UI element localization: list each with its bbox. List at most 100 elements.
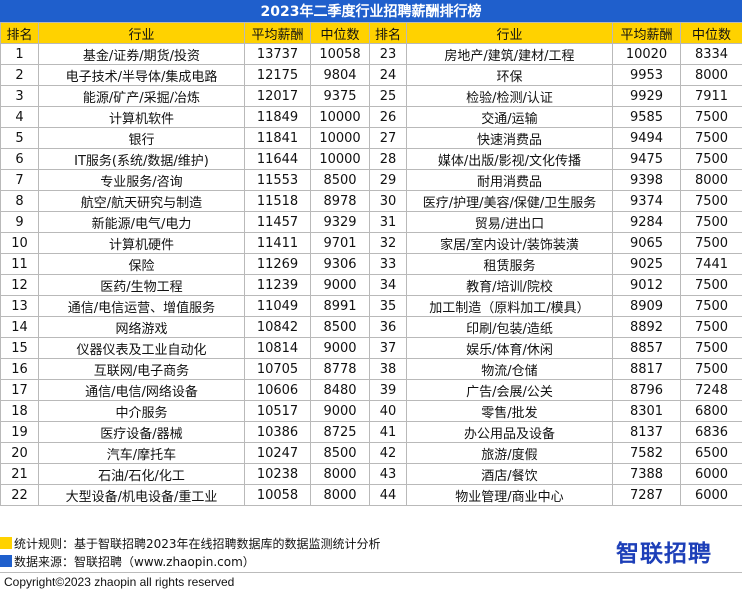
industry-cell: 仪器仪表及工业自动化 [38, 337, 245, 359]
median-cell: 8334 [680, 43, 742, 65]
avg-salary-cell: 10238 [244, 463, 311, 485]
avg-salary-cell: 8909 [612, 295, 681, 317]
rank-cell: 14 [0, 316, 39, 338]
industry-cell: 娱乐/体育/休闲 [406, 337, 613, 359]
rank-cell: 21 [0, 463, 39, 485]
industry-cell: 通信/电信/网络设备 [38, 379, 245, 401]
median-cell: 7911 [680, 85, 742, 107]
avg-salary-cell: 8137 [612, 421, 681, 443]
median-cell: 7500 [680, 295, 742, 317]
industry-cell: 加工制造（原料加工/模具） [406, 295, 613, 317]
industry-cell: 能源/矿产/采掘/冶炼 [38, 85, 245, 107]
median-cell: 7500 [680, 337, 742, 359]
table-row: 5 银行 11841 10000 27 快速消费品 9494 7500 [0, 127, 742, 149]
rank-cell: 37 [369, 337, 407, 359]
median-cell: 7500 [680, 148, 742, 170]
avg-salary-cell: 10386 [244, 421, 311, 443]
table-row: 11 保险 11269 9306 33 租赁服务 9025 7441 [0, 253, 742, 275]
industry-cell: 保险 [38, 253, 245, 275]
industry-cell: 电子技术/半导体/集成电路 [38, 64, 245, 86]
header-industry: 行业 [38, 22, 245, 44]
industry-cell: 专业服务/咨询 [38, 169, 245, 191]
industry-cell: 贸易/进出口 [406, 211, 613, 233]
median-cell: 8480 [310, 379, 370, 401]
rank-cell: 12 [0, 274, 39, 296]
rank-cell: 36 [369, 316, 407, 338]
table-row: 21 石油/石化/化工 10238 8000 43 酒店/餐饮 7388 6000 [0, 463, 742, 485]
industry-cell: 物流/仓储 [406, 358, 613, 380]
table-row: 17 通信/电信/网络设备 10606 8480 39 广告/会展/公关 8796 7248 [0, 379, 742, 401]
header-median: 中位数 [310, 22, 370, 44]
footer-divider [0, 572, 742, 573]
industry-cell: 广告/会展/公关 [406, 379, 613, 401]
table-row: 15 仪器仪表及工业自动化 10814 9000 37 娱乐/体育/休闲 8857 7500 [0, 337, 742, 359]
table-row: 14 网络游戏 10842 8500 36 印刷/包装/造纸 8892 7500 [0, 316, 742, 338]
median-cell: 8000 [310, 484, 370, 506]
median-cell: 9375 [310, 85, 370, 107]
avg-salary-cell: 11644 [244, 148, 311, 170]
median-cell: 6800 [680, 400, 742, 422]
rank-cell: 27 [369, 127, 407, 149]
source-marker [0, 555, 12, 567]
industry-cell: 医药/生物工程 [38, 274, 245, 296]
avg-salary-cell: 7582 [612, 442, 681, 464]
copyright-text: Copyright©2023 zhaopin all rights reserv… [4, 575, 235, 589]
industry-cell: 旅游/度假 [406, 442, 613, 464]
rank-cell: 24 [369, 64, 407, 86]
industry-cell: 医疗/护理/美容/保健/卫生服务 [406, 190, 613, 212]
avg-salary-cell: 8301 [612, 400, 681, 422]
table-title: 2023年二季度行业招聘薪酬排行榜 [0, 0, 742, 22]
avg-salary-cell: 9494 [612, 127, 681, 149]
industry-cell: 检验/检测/认证 [406, 85, 613, 107]
median-cell: 9329 [310, 211, 370, 233]
table-row: 2 电子技术/半导体/集成电路 12175 9804 24 环保 9953 8000 [0, 64, 742, 86]
industry-cell: 通信/电信运营、增值服务 [38, 295, 245, 317]
rank-cell: 38 [369, 358, 407, 380]
median-cell: 6500 [680, 442, 742, 464]
rank-cell: 5 [0, 127, 39, 149]
median-cell: 7500 [680, 232, 742, 254]
table-row: 13 通信/电信运营、增值服务 11049 8991 35 加工制造（原料加工/模具） 89… [0, 295, 742, 317]
industry-cell: 租赁服务 [406, 253, 613, 275]
rank-cell: 43 [369, 463, 407, 485]
rule-note: 统计规则：基于智联招聘2023年在线招聘数据库的数据监测统计分析 [0, 534, 381, 552]
avg-salary-cell: 13737 [244, 43, 311, 65]
rank-cell: 44 [369, 484, 407, 506]
median-cell: 7500 [680, 190, 742, 212]
median-cell: 8978 [310, 190, 370, 212]
rank-cell: 2 [0, 64, 39, 86]
median-cell: 7248 [680, 379, 742, 401]
avg-salary-cell: 10705 [244, 358, 311, 380]
avg-salary-cell: 11841 [244, 127, 311, 149]
avg-salary-cell: 9025 [612, 253, 681, 275]
median-cell: 9306 [310, 253, 370, 275]
avg-salary-cell: 9585 [612, 106, 681, 128]
industry-cell: 环保 [406, 64, 613, 86]
median-cell: 10058 [310, 43, 370, 65]
industry-cell: 办公用品及设备 [406, 421, 613, 443]
industry-cell: 网络游戏 [38, 316, 245, 338]
median-cell: 6836 [680, 421, 742, 443]
table-row: 8 航空/航天研究与制造 11518 8978 30 医疗/护理/美容/保健/卫生服务 93… [0, 190, 742, 212]
rank-cell: 3 [0, 85, 39, 107]
rank-cell: 35 [369, 295, 407, 317]
rank-cell: 33 [369, 253, 407, 275]
median-cell: 8725 [310, 421, 370, 443]
median-cell: 7500 [680, 358, 742, 380]
median-cell: 7441 [680, 253, 742, 275]
median-cell: 8500 [310, 169, 370, 191]
avg-salary-cell: 8892 [612, 316, 681, 338]
industry-cell: 中介服务 [38, 400, 245, 422]
table-row: 3 能源/矿产/采掘/冶炼 12017 9375 25 检验/检测/认证 9929 7911 [0, 85, 742, 107]
avg-salary-cell: 9065 [612, 232, 681, 254]
industry-cell: 银行 [38, 127, 245, 149]
header-rank: 排名 [369, 22, 407, 44]
rank-cell: 15 [0, 337, 39, 359]
rule-marker [0, 537, 12, 549]
avg-salary-cell: 10814 [244, 337, 311, 359]
median-cell: 8500 [310, 316, 370, 338]
industry-cell: 石油/石化/化工 [38, 463, 245, 485]
avg-salary-cell: 8857 [612, 337, 681, 359]
avg-salary-cell: 12017 [244, 85, 311, 107]
table-row: 9 新能源/电气/电力 11457 9329 31 贸易/进出口 9284 7500 [0, 211, 742, 233]
